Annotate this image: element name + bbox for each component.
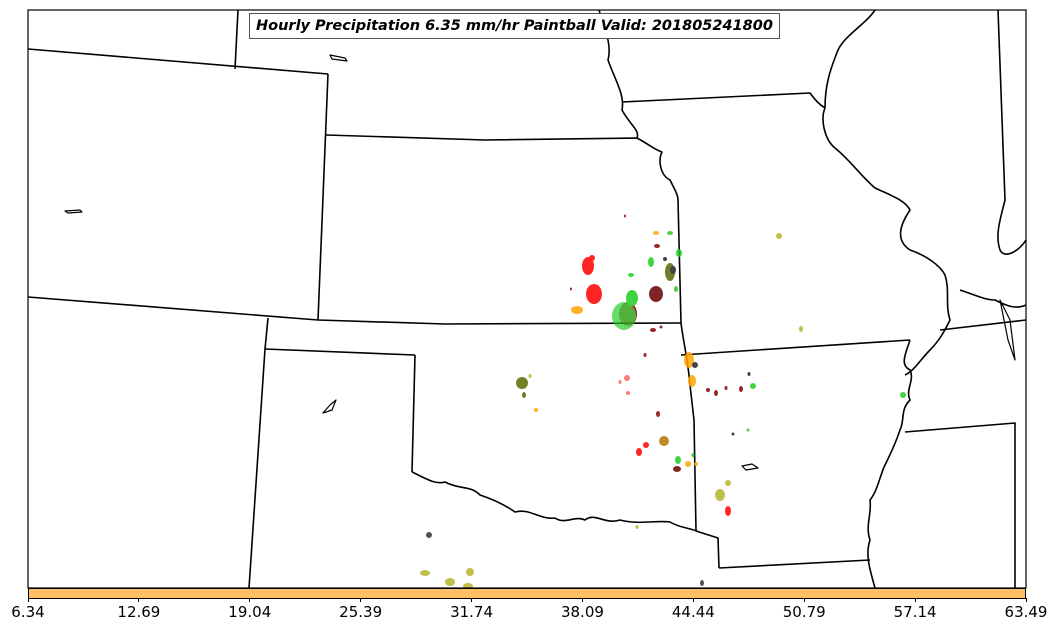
colorbar-tick-mark — [914, 598, 916, 602]
state-border-texas-panhandle-north — [264, 348, 416, 356]
state-border-colorado-north — [28, 48, 329, 75]
state-border-arkansas-east — [867, 339, 913, 588]
colorbar-tick-mark — [581, 598, 583, 602]
state-border-kentucky-tennessee — [904, 422, 1016, 588]
lake — [64, 209, 83, 214]
state-border-nm-east — [248, 317, 269, 588]
precipitation-blobs — [420, 214, 906, 589]
map-frame — [27, 9, 1027, 589]
colorbar-tick-mark — [471, 598, 473, 602]
state-border-arkansas-south — [718, 559, 871, 569]
colorbar-tick-mark — [27, 598, 29, 602]
colorbar — [28, 588, 1026, 599]
lake — [741, 463, 759, 471]
state-border-texas-panhandle-east — [411, 354, 416, 473]
lake — [322, 399, 337, 414]
state-border-red-river — [411, 471, 697, 532]
colorbar-tick-mark — [249, 598, 251, 602]
state-border-illinois-indiana — [997, 10, 1026, 255]
state-border-texas-louisiana — [695, 530, 720, 569]
colorbar-tick-label: 44.44 — [671, 603, 715, 621]
state-border-iowa-south — [621, 92, 826, 109]
lake — [999, 299, 1016, 361]
state-border-mississippi-river — [822, 10, 951, 376]
colorbar-tick-label: 19.04 — [228, 603, 272, 621]
colorbar-tick-label: 50.79 — [782, 603, 826, 621]
state-border-illinois-south — [939, 319, 1026, 331]
colorbar-tick-label: 57.14 — [893, 603, 937, 621]
map-title: Hourly Precipitation 6.35 mm/hr Paintbal… — [249, 13, 780, 39]
state-border-missouri-river — [598, 10, 679, 201]
colorbar-tick-label: 12.69 — [117, 603, 161, 621]
colorbar-tick-mark — [692, 598, 694, 602]
colorbar-tick-mark — [360, 598, 362, 602]
colorbar-tick-mark — [138, 598, 140, 602]
colorbar-tick-label: 38.09 — [560, 603, 604, 621]
state-border-arkansas-north — [680, 339, 911, 356]
state-border-ohio-river — [959, 289, 1026, 308]
colorbar-tick-label: 6.34 — [11, 603, 45, 621]
state-border-wyoming-east — [234, 10, 239, 70]
state-border-nebraska-south — [325, 134, 638, 141]
state-border-kansas-east — [677, 199, 682, 324]
lake — [329, 54, 348, 62]
state-border-colorado-south — [28, 296, 682, 325]
state-border-colorado-east — [317, 73, 329, 321]
colorbar-tick-mark — [1025, 598, 1027, 602]
colorbar-tick-label: 31.74 — [450, 603, 494, 621]
colorbar-tick-mark — [803, 598, 805, 602]
colorbar-tick-label: 25.39 — [339, 603, 383, 621]
colorbar-tick-label: 63.49 — [1004, 603, 1048, 621]
